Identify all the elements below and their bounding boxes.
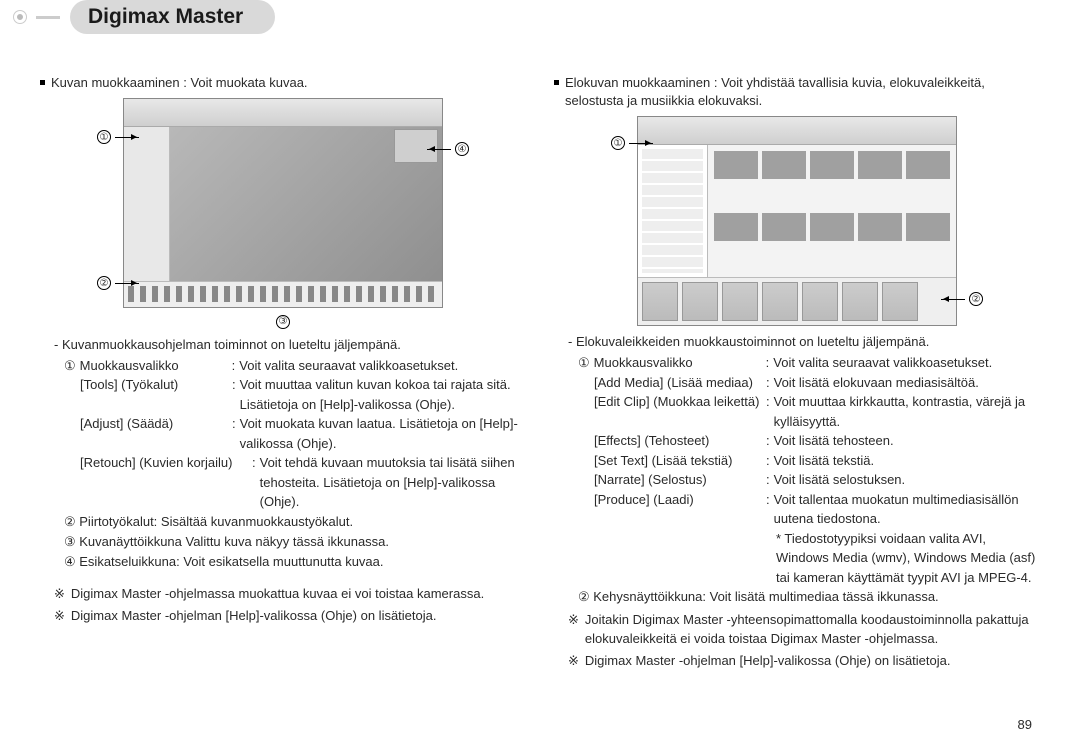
right-numbered-list: ② Kehysnäyttöikkuna: Voit lisätä multime…	[578, 587, 1040, 607]
right-screenshot-region: ① ②	[617, 116, 977, 326]
right-intro-text: Elokuvan muokkaaminen : Voit yhdistää ta…	[565, 74, 1040, 110]
left-note-1: ※Digimax Master -ohjelmassa muokattua ku…	[54, 584, 526, 604]
page-title: Digimax Master	[70, 0, 275, 34]
right-intro: Elokuvan muokkaaminen : Voit yhdistää ta…	[554, 74, 1040, 110]
callout-3: ③	[103, 312, 463, 329]
callout-1: ①	[97, 130, 139, 144]
left-intro: Kuvan muokkaaminen : Voit muokata kuvaa.	[40, 74, 526, 92]
title-dot-icon	[14, 11, 26, 23]
left-column: Kuvan muokkaaminen : Voit muokata kuvaa.…	[40, 74, 526, 670]
title-bar: Digimax Master	[14, 0, 1080, 34]
callout-r2: ②	[941, 292, 983, 306]
right-definitions: ①Muokkausvalikko:Voit valita seuraavat v…	[578, 353, 1040, 587]
image-editor-screenshot	[123, 98, 443, 308]
left-note-2: ※Digimax Master -ohjelman [Help]-valikos…	[54, 606, 526, 626]
video-editor-screenshot	[637, 116, 957, 326]
right-note-2: ※Digimax Master -ohjelman [Help]-valikos…	[568, 651, 1040, 671]
left-numbered-list: ② Piirtotyökalut: Sisältää kuvanmuokkaus…	[64, 512, 526, 572]
left-screenshot-region: ① ② ④ ③	[103, 98, 463, 329]
right-note-1: ※Joitakin Digimax Master -yhteensopimatt…	[568, 610, 1040, 649]
callout-r1: ①	[611, 136, 653, 150]
bullet-icon	[554, 80, 559, 85]
right-dash-intro: - Elokuvaleikkeiden muokkaustoiminnot on…	[568, 334, 1040, 349]
right-column: Elokuvan muokkaaminen : Voit yhdistää ta…	[554, 74, 1040, 670]
page-number: 89	[1018, 717, 1032, 732]
callout-4: ④	[427, 142, 469, 156]
callout-2: ②	[97, 276, 139, 290]
left-intro-text: Kuvan muokkaaminen : Voit muokata kuvaa.	[51, 74, 308, 92]
bullet-icon	[40, 80, 45, 85]
left-dash-intro: - Kuvanmuokkausohjelman toiminnot on lue…	[54, 337, 526, 352]
title-line-icon	[36, 16, 60, 19]
left-definitions: ①Muokkausvalikko:Voit valita seuraavat v…	[64, 356, 526, 512]
filetypes-note: * Tiedostotyypiksi voidaan valita AVI, W…	[776, 529, 1040, 588]
